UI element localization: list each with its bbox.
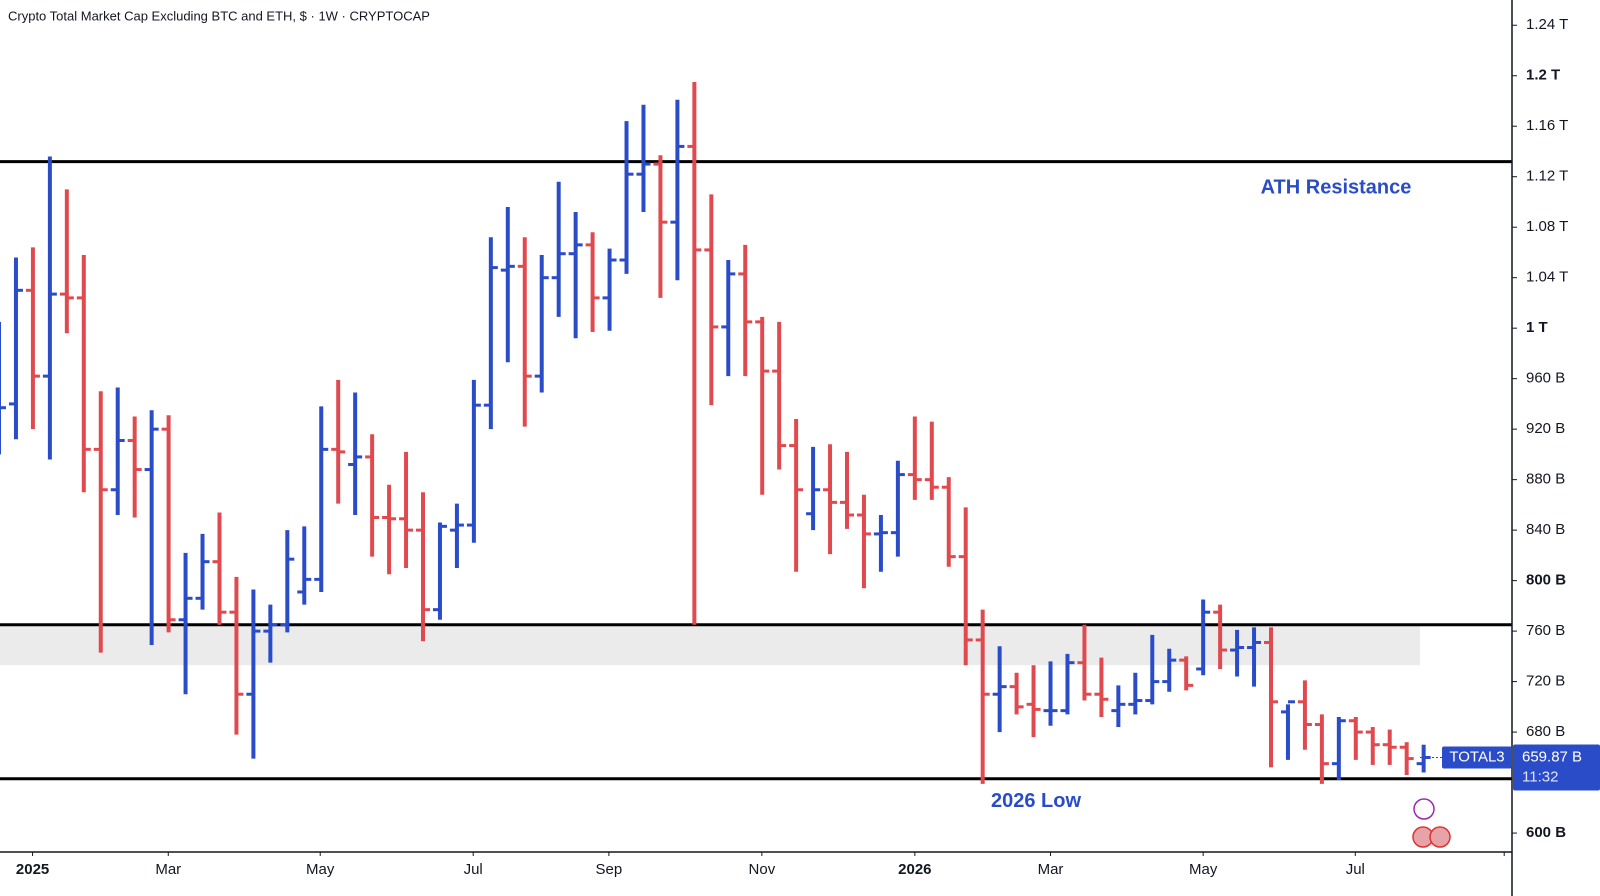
y-tick-label: 800 B — [1526, 572, 1566, 589]
axes: 600 B 680 B 720 B 760 B 800 B 840 B 880 B 920 B… — [16, 16, 1568, 878]
symbol-tag-box — [1442, 746, 1512, 769]
y-tick-label: 880 B — [1526, 471, 1565, 488]
x-tick-label: May — [306, 861, 335, 878]
y-tick-label: 680 B — [1526, 723, 1565, 740]
event-icon[interactable] — [1429, 826, 1451, 848]
annotation: 2026 Low — [991, 790, 1081, 812]
symbol-tag: TOTAL3 — [1449, 748, 1504, 765]
y-tick-label: 760 B — [1526, 622, 1565, 639]
y-tick-label: 1.2 T — [1526, 67, 1560, 84]
x-tick-label: Sep — [1491, 861, 1518, 878]
price-tag-box — [1513, 744, 1600, 791]
y-tick-label: 960 B — [1526, 370, 1565, 387]
chart-title: Crypto Total Market Cap Excluding BTC an… — [8, 8, 430, 23]
y-tick-label: 1 T — [1526, 319, 1548, 336]
x-tick-label: Nov — [749, 861, 776, 878]
countdown: 11:32 — [1522, 768, 1558, 785]
y-tick-label: 1.08 T — [1526, 218, 1568, 235]
x-tick-label: Sep — [596, 861, 623, 878]
plot-area: ATH Resistance 2026 Low — [0, 82, 1512, 812]
y-tick-label: 1.12 T — [1526, 168, 1568, 185]
y-tick-label: 600 B — [1526, 824, 1566, 841]
x-tick-label: 2026 — [898, 861, 931, 878]
price-tag: 659.87 B — [1522, 748, 1582, 765]
support-zone — [0, 624, 1420, 666]
y-tick-label: 920 B — [1526, 420, 1565, 437]
y-tick-label: 840 B — [1526, 521, 1565, 538]
annotation: ATH Resistance — [1261, 176, 1412, 198]
alert-icon[interactable] — [1413, 798, 1435, 820]
x-tick-label: Jul — [464, 861, 483, 878]
y-tick-label: 1.24 T — [1526, 16, 1568, 33]
x-tick-label: May — [1189, 861, 1218, 878]
x-tick-label: Mar — [155, 861, 181, 878]
x-tick-label: Mar — [1038, 861, 1064, 878]
y-tick-label: 720 B — [1526, 673, 1565, 690]
y-tick-label: 1.16 T — [1526, 117, 1568, 134]
y-tick-label: 1.04 T — [1526, 269, 1568, 286]
x-tick-label: Jul — [1346, 861, 1365, 878]
x-tick-label: 2025 — [16, 861, 49, 878]
